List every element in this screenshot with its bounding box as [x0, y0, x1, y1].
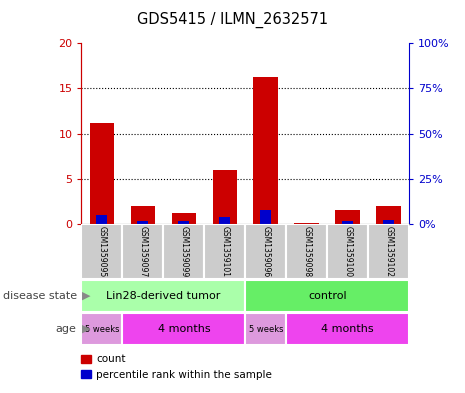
Bar: [163, 224, 204, 279]
Bar: [219, 217, 230, 224]
Text: 4 months: 4 months: [158, 324, 210, 334]
Text: ▶: ▶: [82, 291, 91, 301]
Text: GSM1359101: GSM1359101: [220, 226, 229, 277]
Text: ▶: ▶: [82, 324, 91, 334]
Bar: [122, 313, 246, 345]
Text: GSM1359098: GSM1359098: [302, 226, 311, 277]
Legend: count, percentile rank within the sample: count, percentile rank within the sample: [77, 350, 276, 384]
Text: control: control: [308, 291, 346, 301]
Bar: [81, 280, 246, 312]
Bar: [335, 210, 360, 224]
Text: GSM1359096: GSM1359096: [261, 226, 270, 277]
Bar: [204, 224, 246, 279]
Bar: [383, 220, 394, 224]
Bar: [246, 224, 286, 279]
Text: Lin28-derived tumor: Lin28-derived tumor: [106, 291, 220, 301]
Text: GSM1359097: GSM1359097: [139, 226, 147, 277]
Text: 5 weeks: 5 weeks: [248, 325, 283, 334]
Bar: [253, 77, 278, 224]
Text: GSM1359095: GSM1359095: [97, 226, 106, 277]
Text: GSM1359102: GSM1359102: [384, 226, 393, 277]
Text: 5 weeks: 5 weeks: [85, 325, 119, 334]
Text: GSM1359099: GSM1359099: [179, 226, 188, 277]
Bar: [376, 206, 401, 224]
Bar: [178, 222, 189, 224]
Bar: [260, 209, 271, 224]
Bar: [294, 223, 319, 224]
Bar: [122, 224, 163, 279]
Bar: [286, 224, 327, 279]
Bar: [172, 213, 196, 224]
Bar: [327, 224, 368, 279]
Bar: [81, 224, 122, 279]
Text: age: age: [56, 324, 77, 334]
Bar: [246, 313, 286, 345]
Bar: [342, 221, 353, 224]
Bar: [246, 280, 409, 312]
Text: GSM1359100: GSM1359100: [343, 226, 352, 277]
Text: GDS5415 / ILMN_2632571: GDS5415 / ILMN_2632571: [137, 12, 328, 28]
Bar: [81, 313, 122, 345]
Text: disease state: disease state: [3, 291, 77, 301]
Bar: [90, 123, 114, 224]
Bar: [286, 313, 409, 345]
Bar: [368, 224, 409, 279]
Bar: [213, 170, 237, 224]
Bar: [96, 215, 107, 224]
Text: 4 months: 4 months: [321, 324, 374, 334]
Bar: [131, 206, 155, 224]
Bar: [137, 221, 148, 224]
